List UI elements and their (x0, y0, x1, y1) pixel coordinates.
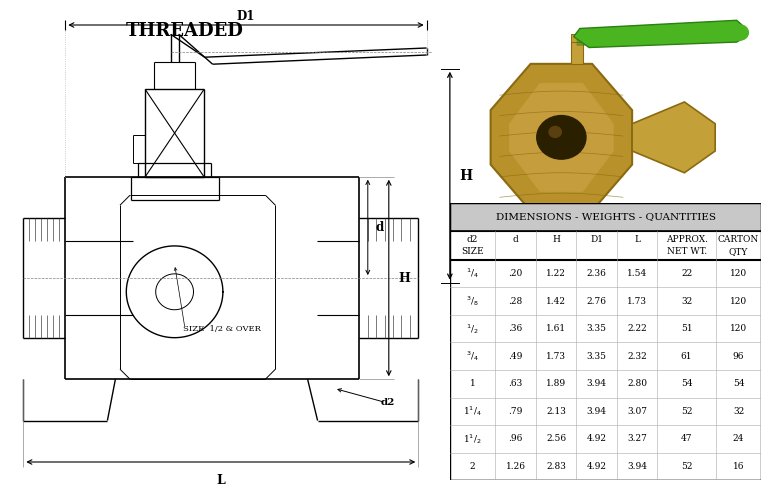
Text: .36: .36 (508, 324, 523, 333)
Text: 3.35: 3.35 (587, 324, 607, 333)
Text: 3.94: 3.94 (628, 462, 647, 471)
Text: SIZE  1/2 & OVER: SIZE 1/2 & OVER (183, 325, 261, 333)
Text: D1: D1 (237, 10, 255, 23)
Text: $^{1}$/$_{2}$: $^{1}$/$_{2}$ (466, 322, 479, 336)
Text: $^{3}$/$_{8}$: $^{3}$/$_{8}$ (466, 294, 479, 308)
Text: 1.61: 1.61 (546, 324, 566, 333)
Text: 120: 120 (730, 324, 747, 333)
Text: 1: 1 (470, 379, 475, 388)
Text: 120: 120 (730, 269, 747, 278)
Text: H: H (552, 235, 560, 244)
Text: THREADED: THREADED (126, 22, 244, 40)
Text: 2.76: 2.76 (587, 297, 607, 305)
Text: 2.22: 2.22 (628, 324, 647, 333)
Text: d2: d2 (467, 235, 478, 244)
Text: L: L (216, 474, 225, 487)
Text: CARTON: CARTON (718, 235, 759, 244)
Circle shape (537, 115, 586, 159)
Text: 2.13: 2.13 (546, 407, 566, 416)
Polygon shape (509, 83, 614, 192)
Text: 47: 47 (681, 434, 692, 444)
Text: 3.07: 3.07 (628, 407, 647, 416)
Text: D1: D1 (591, 235, 603, 244)
Text: 2.36: 2.36 (587, 269, 607, 278)
Bar (450, 203, 761, 231)
Text: 61: 61 (681, 351, 692, 361)
Polygon shape (574, 20, 746, 48)
Text: 2: 2 (470, 462, 475, 471)
Text: 52: 52 (681, 462, 692, 471)
Text: 32: 32 (733, 407, 744, 416)
Text: 96: 96 (733, 351, 744, 361)
Text: d: d (376, 221, 384, 234)
Text: 3.94: 3.94 (587, 407, 607, 416)
Text: 16: 16 (733, 462, 744, 471)
Text: 1.22: 1.22 (546, 269, 566, 278)
Text: $^{1}$/$_{4}$: $^{1}$/$_{4}$ (466, 267, 479, 281)
Circle shape (549, 127, 561, 137)
Text: d2: d2 (381, 397, 394, 407)
Text: 1$^{1}$/$_{2}$: 1$^{1}$/$_{2}$ (464, 432, 482, 446)
Text: 24: 24 (733, 434, 744, 444)
Text: 1.73: 1.73 (546, 351, 566, 361)
Text: H: H (459, 169, 472, 183)
Text: L: L (634, 235, 641, 244)
Text: .20: .20 (508, 269, 523, 278)
Text: .96: .96 (508, 434, 523, 444)
Text: 32: 32 (681, 297, 692, 305)
Text: $^{3}$/$_{4}$: $^{3}$/$_{4}$ (466, 349, 479, 363)
Text: 2.56: 2.56 (546, 434, 566, 444)
Polygon shape (491, 64, 632, 211)
Text: H: H (399, 271, 411, 285)
Text: 4.92: 4.92 (587, 434, 607, 444)
Text: SIZE: SIZE (461, 247, 484, 256)
Text: 3.94: 3.94 (587, 379, 607, 388)
Text: 1.54: 1.54 (627, 269, 647, 278)
Text: 1.89: 1.89 (546, 379, 566, 388)
Polygon shape (571, 42, 583, 64)
Text: QTY: QTY (729, 247, 748, 256)
Text: 54: 54 (681, 379, 692, 388)
Text: .49: .49 (508, 351, 523, 361)
Polygon shape (571, 34, 583, 42)
Text: 52: 52 (681, 407, 692, 416)
Text: DIMENSIONS - WEIGHTS - QUANTITIES: DIMENSIONS - WEIGHTS - QUANTITIES (495, 212, 716, 221)
Text: 1.42: 1.42 (546, 297, 566, 305)
Text: 54: 54 (733, 379, 744, 388)
Text: .79: .79 (508, 407, 523, 416)
Text: 3.27: 3.27 (628, 434, 647, 444)
Text: 2.83: 2.83 (546, 462, 566, 471)
Text: NET WT.: NET WT. (667, 247, 707, 256)
Text: 4.92: 4.92 (587, 462, 607, 471)
Text: 1$^{1}$/$_{4}$: 1$^{1}$/$_{4}$ (463, 404, 482, 418)
Text: 51: 51 (681, 324, 692, 333)
Text: 22: 22 (681, 269, 692, 278)
Text: .28: .28 (508, 297, 523, 305)
Text: 1.73: 1.73 (628, 297, 647, 305)
Text: 2.80: 2.80 (628, 379, 647, 388)
Text: .63: .63 (508, 379, 523, 388)
Text: APPROX.: APPROX. (666, 235, 707, 244)
Text: 1.26: 1.26 (506, 462, 526, 471)
Text: 2.32: 2.32 (628, 351, 647, 361)
Circle shape (731, 25, 748, 40)
Text: 120: 120 (730, 297, 747, 305)
Polygon shape (632, 102, 715, 173)
Text: 3.35: 3.35 (587, 351, 607, 361)
Text: d: d (513, 235, 518, 244)
